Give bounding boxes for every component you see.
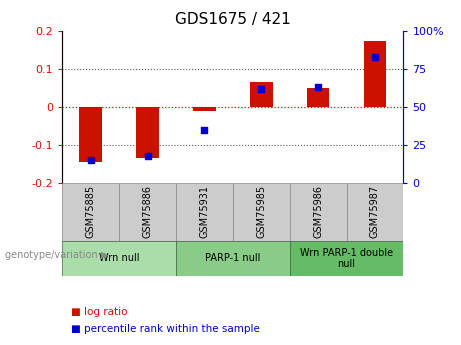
Bar [250,82,272,107]
Bar [136,107,159,158]
Point [87,157,95,163]
Text: GSM75987: GSM75987 [370,185,380,238]
Bar [290,183,347,240]
Bar [62,240,176,276]
Bar [193,107,216,111]
Text: GSM75985: GSM75985 [256,185,266,238]
Text: ■ log ratio: ■ log ratio [71,307,128,317]
Text: Wrn null: Wrn null [99,253,139,263]
Bar [176,183,233,240]
Bar [233,183,290,240]
Text: PARP-1 null: PARP-1 null [205,253,260,263]
Bar [62,183,119,240]
Bar [79,107,102,162]
Point [258,86,265,91]
Bar [364,41,386,107]
Point [314,85,322,90]
Point [144,153,151,158]
Point [371,54,378,60]
Bar [290,240,403,276]
Title: GDS1675 / 421: GDS1675 / 421 [175,12,291,27]
Bar [307,88,330,107]
Bar [176,240,290,276]
Text: GSM75986: GSM75986 [313,185,323,238]
Point [201,127,208,132]
Text: GSM75931: GSM75931 [199,185,209,238]
Text: GSM75885: GSM75885 [86,185,96,238]
Text: ■ percentile rank within the sample: ■ percentile rank within the sample [71,325,260,334]
Bar [119,183,176,240]
Text: genotype/variation ▶: genotype/variation ▶ [5,250,108,260]
Text: Wrn PARP-1 double
null: Wrn PARP-1 double null [300,247,393,269]
Bar [347,183,403,240]
Text: GSM75886: GSM75886 [142,185,153,238]
